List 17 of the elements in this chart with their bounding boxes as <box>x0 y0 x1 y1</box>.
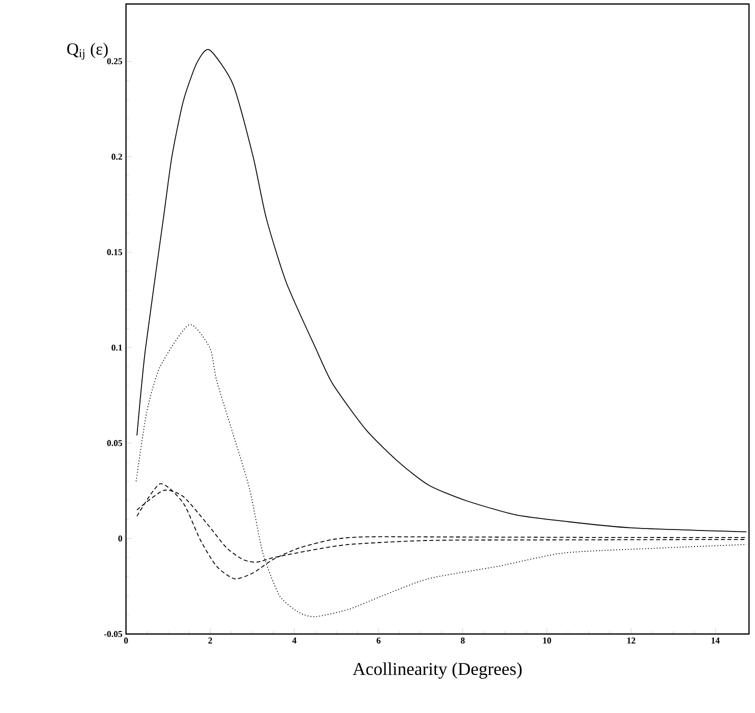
x-tick-label: 6 <box>376 638 381 644</box>
x-tick-label: 4 <box>292 638 296 644</box>
y-axis-title: Q$_{ij}$ (ε) <box>67 42 108 60</box>
y-tick-label: 0.05 <box>107 440 122 446</box>
y-tick-label: -0.05 <box>104 630 122 638</box>
x-tick-label: 14 <box>712 638 720 644</box>
y-tick-label: 0 <box>118 536 122 542</box>
x-axis-title: Acollinearity (Degrees) <box>352 662 522 679</box>
x-tick-label: 10 <box>543 638 552 644</box>
y-tick-label: 0.1 <box>112 344 122 351</box>
x-tick-label: 0 <box>124 638 128 644</box>
y-tick-label: 0.25 <box>107 58 122 64</box>
x-tick-label: 2 <box>208 638 212 644</box>
y-tick-label: 0.15 <box>107 249 122 256</box>
x-tick-label: 8 <box>460 638 465 644</box>
y-tick-label: 0.2 <box>112 154 122 160</box>
x-tick-label: 12 <box>627 638 636 644</box>
